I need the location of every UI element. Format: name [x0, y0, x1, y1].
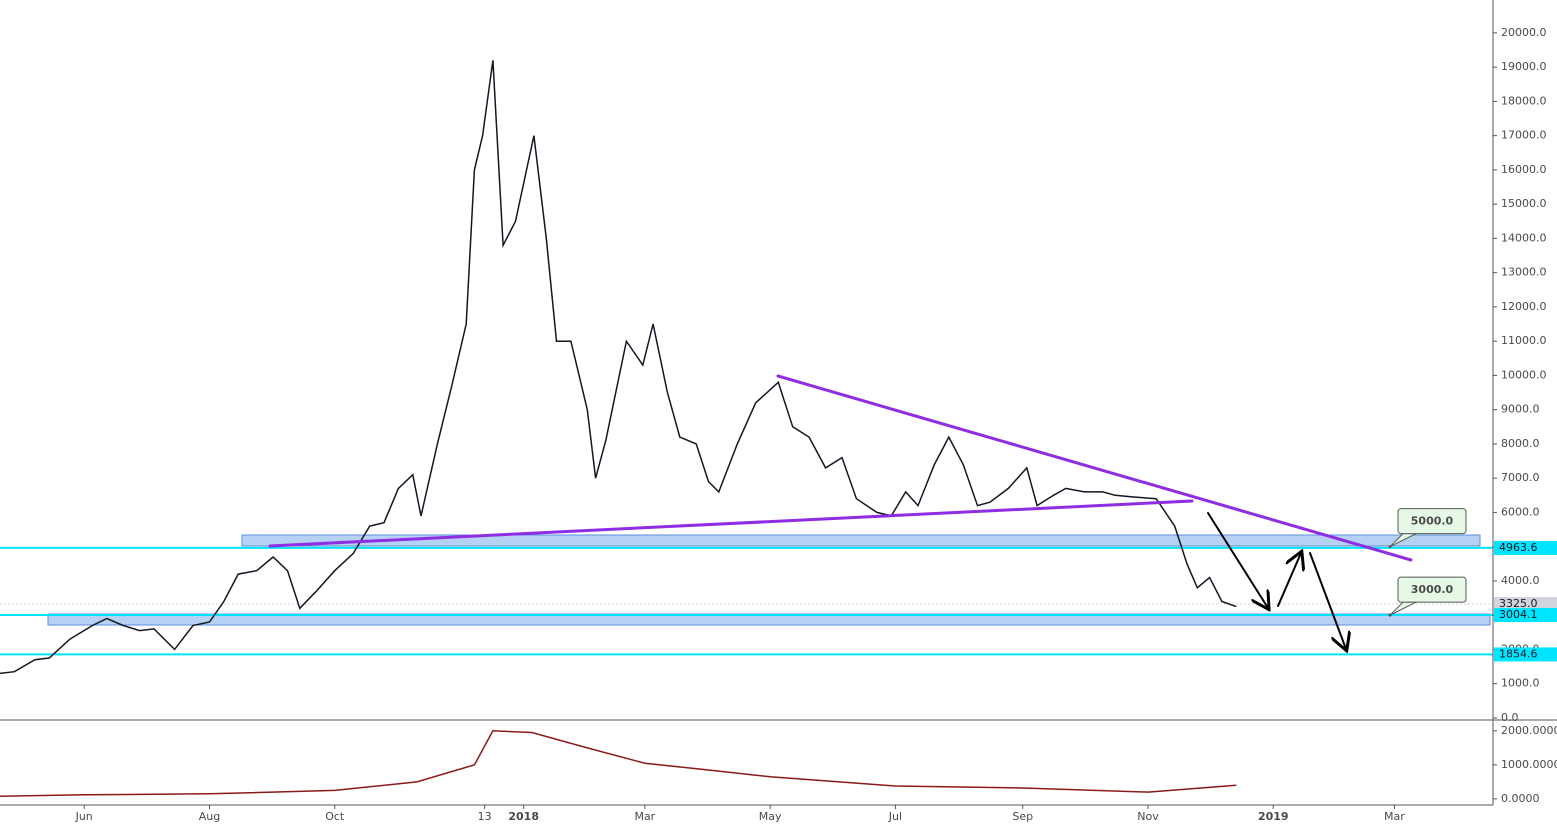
callout-box: [1397, 508, 1467, 535]
y-tick-label: 11000.0: [1501, 334, 1547, 347]
x-tick-label: Jun: [75, 810, 93, 823]
x-tick-label: Sep: [1012, 810, 1033, 823]
trend-line: [776, 374, 1413, 562]
x-tick-label: 2019: [1258, 810, 1289, 823]
trend-line: [268, 499, 1194, 548]
y-tick-label: 15000.0: [1501, 197, 1547, 210]
level-label-box: [1494, 597, 1557, 612]
x-tick-label: Jul: [888, 810, 902, 823]
y-tick-label: 14000.0: [1501, 231, 1547, 244]
x-tick-label: Nov: [1137, 810, 1159, 823]
y-tick-label: 13000.0: [1501, 266, 1547, 279]
level-label-box: [1494, 647, 1557, 662]
y-tick-label: 20000.0: [1501, 26, 1547, 39]
level-label-text: 1854.6: [1499, 647, 1538, 660]
level-label-text: 3325.0: [1499, 597, 1538, 610]
y-tick-label: 8000.0: [1501, 437, 1540, 450]
y-tick-label: 6000.0: [1501, 505, 1540, 518]
x-tick-label: Mar: [1384, 810, 1405, 823]
y-tick-label: 19000.0: [1501, 60, 1547, 73]
resistance-zone: [241, 534, 1481, 547]
callout-box: [1397, 576, 1467, 603]
level-label-text: 3004.1: [1499, 608, 1538, 621]
arrow: [1277, 553, 1301, 607]
arrow: [1309, 552, 1346, 649]
level-label: 1854.6: [1494, 647, 1557, 662]
x-tick-label: 13: [478, 810, 492, 823]
y-tick-label: 0.0: [1501, 711, 1519, 724]
y-tick-label: 12000.0: [1501, 300, 1547, 313]
callout-point: [1388, 613, 1392, 617]
callout-label: 3000.0: [1411, 583, 1454, 596]
arrow: [1207, 512, 1268, 608]
x-tick-label: Aug: [199, 810, 220, 823]
level-label: 3325.0: [1494, 597, 1557, 612]
y-tick-label: 7000.0: [1501, 471, 1540, 484]
series-line: [0, 60, 1237, 675]
y-tick-label: 2000.0000: [1501, 724, 1557, 737]
y-tick-label: 18000.0: [1501, 94, 1547, 107]
support-zone: [47, 613, 1491, 626]
y-tick-label: 1000.0000: [1501, 758, 1557, 771]
x-tick-label: May: [759, 810, 782, 823]
level-label-box: [1494, 540, 1557, 555]
y-tick-label: 4000.0: [1501, 574, 1540, 587]
level-label-text: 4963.6: [1499, 541, 1538, 554]
x-tick-label: Mar: [634, 810, 655, 823]
y-tick-label: 0.0000: [1501, 792, 1540, 805]
series-line: [0, 730, 1237, 797]
y-tick-label: 1000.0: [1501, 677, 1540, 690]
y-tick-label: 16000.0: [1501, 163, 1547, 176]
level-label: 4963.6: [1494, 540, 1557, 555]
plot: [0, 60, 1493, 797]
x-tick-label: 2018: [508, 810, 539, 823]
zones: [47, 534, 1491, 626]
y-tick-label: 10000.0: [1501, 368, 1547, 381]
callout-point: [1388, 545, 1392, 549]
y-tick-label: 17000.0: [1501, 129, 1547, 142]
level-label-box: [1494, 608, 1557, 623]
level-label: 3004.1: [1494, 608, 1557, 623]
drawings: [268, 374, 1413, 649]
y-tick-label: 9000.0: [1501, 403, 1540, 416]
x-tick-label: Oct: [325, 810, 345, 823]
callout-label: 5000.0: [1411, 515, 1454, 528]
